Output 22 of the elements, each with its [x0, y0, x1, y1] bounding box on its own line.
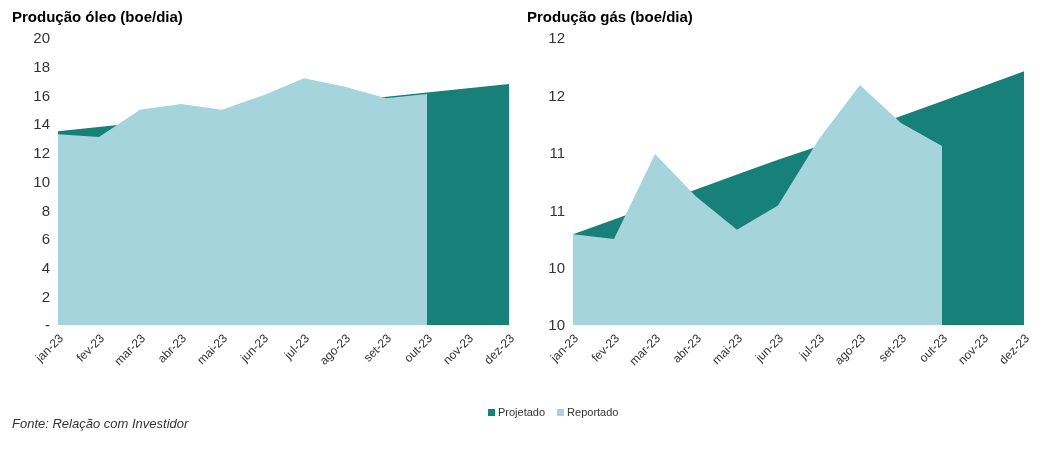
y-tick-label: 16 — [33, 86, 50, 104]
source-note: Fonte: Relação com Investidor — [12, 416, 189, 431]
legend-label: Reportado — [566, 406, 619, 418]
y-tick-label: 14 — [33, 115, 50, 133]
y-tick-label: 4 — [41, 258, 50, 276]
y-tick-label: 20 — [33, 29, 50, 47]
y-tick-label: 2 — [41, 287, 50, 305]
y-tick-label: 8 — [41, 201, 50, 219]
legend-label: Projetado — [497, 406, 546, 418]
y-tick-label: 12 — [548, 29, 565, 47]
y-tick-label: 6 — [41, 230, 50, 248]
y-tick-label: - — [45, 316, 50, 334]
y-tick-label: 12 — [548, 86, 565, 104]
y-tick-label: 11 — [549, 144, 565, 162]
y-tick-label: 11 — [549, 201, 565, 219]
y-tick-label: 10 — [33, 172, 50, 190]
y-tick-label: 10 — [548, 316, 565, 334]
chart-title: Produção óleo (boe/dia) — [11, 8, 184, 27]
chart-title: Produção gás (boe/dia) — [526, 8, 694, 27]
y-tick-label: 10 — [548, 258, 565, 276]
y-tick-label: 18 — [33, 58, 50, 76]
y-tick-label: 12 — [33, 144, 50, 162]
